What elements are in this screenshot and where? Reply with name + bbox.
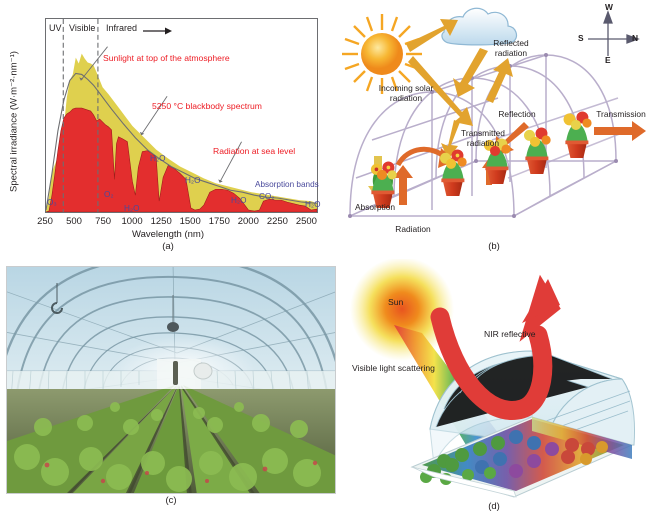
compass-label-west: W: [605, 2, 613, 12]
frame-joints: [348, 53, 618, 218]
x-tick-1250: 1250: [150, 216, 172, 227]
infrared-arrow-icon: [143, 27, 172, 35]
greenhouse-interior-photograph: [6, 266, 336, 494]
compass-label-east: E: [605, 55, 611, 65]
panel-d-nir-reflective-film-diagram: Sun NIR reflective Visible light scatter…: [336, 259, 652, 519]
absorption-label-co2: CO₂: [259, 192, 275, 201]
label-transmission: Transmission: [596, 109, 646, 119]
absorption-label-o2: O₂: [104, 190, 114, 199]
x-tick-250: 250: [37, 216, 53, 227]
annotation-sunlight-top: Sunlight at top of the atmosphere: [103, 53, 230, 63]
label-transmitted-line2: radiation: [466, 138, 500, 148]
strawberry-fruit: [44, 460, 318, 484]
x-tick-2000: 2000: [237, 216, 259, 227]
compass-label-north: N: [632, 33, 639, 43]
sun-icon: [342, 14, 422, 94]
label-reflected-line1: Reflected: [493, 38, 529, 48]
label-transmitted-line1: Transmitted: [461, 128, 505, 138]
photo-render: [7, 267, 335, 493]
absorption-label-o3: O₃: [47, 198, 57, 207]
label-nir-reflective: NIR reflective: [484, 329, 536, 339]
label-reflection: Reflection: [498, 109, 536, 119]
label-visible-light-scattering: Visible light scattering: [352, 363, 435, 373]
cloud-icon: [441, 7, 518, 46]
compass-label-south: S: [578, 33, 584, 43]
annotation-sea-level: Radiation at sea level: [213, 146, 296, 156]
panel-b-greenhouse-energy-diagram: Incoming solar radiation Reflected radia…: [336, 0, 652, 259]
panel-c-greenhouse-photo: (c): [6, 266, 336, 506]
label-reflected-line2: radiation: [494, 48, 528, 58]
sun-glow-icon: [350, 259, 454, 361]
panel-a-spectrum-chart: 2.5 2.0 1.5 1.0 0.5 0 250 500 750 1000 1…: [0, 0, 336, 259]
label-absorption: Absorption: [354, 202, 396, 212]
annotation-blackbody: 5250 °C blackbody spectrum: [152, 101, 262, 111]
panel-a-caption: (a): [162, 241, 174, 252]
panel-d-caption: (d): [488, 501, 500, 512]
foliage-texture: [14, 402, 321, 492]
label-incoming-solar-line1: Incoming solar: [378, 83, 434, 93]
absorption-label-h2o-4: H₂O: [231, 196, 247, 205]
x-axis-title: Wavelength (nm): [132, 229, 204, 240]
series-line-blackbody: [46, 72, 317, 211]
annotation-leaders: [79, 46, 242, 183]
x-tick-1000: 1000: [121, 216, 143, 227]
nir-reflective-schematic: [350, 259, 635, 498]
y-axis-title: Spectral irradiance (W·m⁻²·nm⁻¹): [8, 51, 20, 192]
x-tick-1750: 1750: [208, 216, 230, 227]
region-label-visible: Visible: [69, 23, 96, 33]
potted-plants: [370, 111, 592, 208]
x-tick-1500: 1500: [179, 216, 201, 227]
label-radiation: Radiation: [395, 224, 431, 234]
spectral-irradiance-plot: [46, 19, 317, 212]
absorption-label-h2o-3: H₂O: [185, 176, 201, 185]
x-tick-2250: 2250: [266, 216, 288, 227]
region-label-infrared: Infrared: [106, 23, 138, 33]
absorption-label-h2o-5: H₂O: [305, 200, 321, 209]
chart-plot-area: [45, 18, 318, 213]
greenhouse-schematic: [342, 7, 646, 218]
absorption-label-h2o-2: H₂O: [150, 154, 166, 163]
absorption-bands-title: Absorption bands: [255, 180, 319, 189]
panel-b-caption: (b): [488, 241, 500, 252]
absorption-label-h2o-1: H₂O: [124, 204, 140, 213]
compass-rose-icon: [588, 10, 640, 56]
crop-canopy-texture: [420, 430, 608, 485]
hanging-lamp: [167, 295, 179, 332]
label-incoming-solar-line2: radiation: [389, 93, 423, 103]
x-tick-2500: 2500: [295, 216, 317, 227]
solar-flux-arrows: [406, 19, 513, 160]
roof-hook-left: [51, 283, 63, 314]
region-label-uv: UV: [49, 23, 62, 33]
nir-reflective-arrow: [430, 274, 561, 420]
x-tick-500: 500: [66, 216, 82, 227]
label-sun: Sun: [388, 297, 404, 307]
x-tick-750: 750: [95, 216, 112, 227]
panel-c-caption: (c): [165, 495, 177, 506]
